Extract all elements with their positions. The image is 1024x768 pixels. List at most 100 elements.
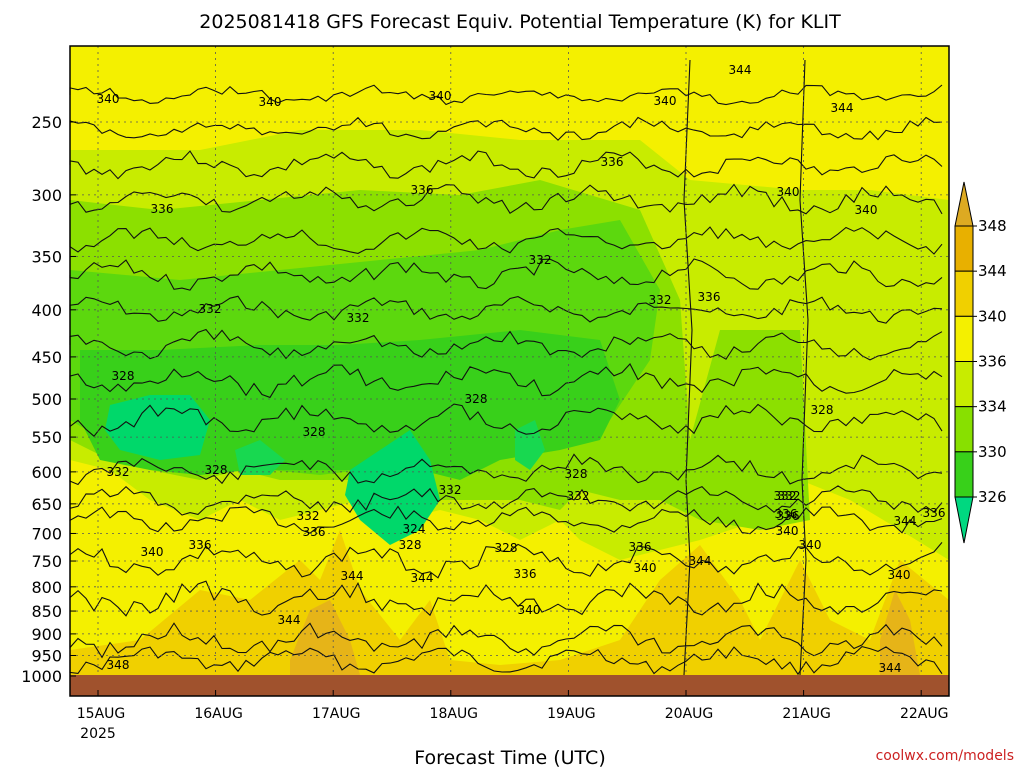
x-tick-label: 19AUG xyxy=(547,706,596,722)
contour-label: 344 xyxy=(411,571,434,585)
y-tick-label: 800 xyxy=(31,578,62,597)
y-tick-label: 550 xyxy=(31,428,62,447)
contour-label: 340 xyxy=(888,568,911,582)
contour-label: 340 xyxy=(634,561,657,575)
contour-label: 340 xyxy=(776,524,799,538)
contour-label: 344 xyxy=(831,101,854,115)
contour-label: 340 xyxy=(518,603,541,617)
contour-line xyxy=(69,542,943,579)
contour-label: 336 xyxy=(303,525,326,539)
y-tick-label: 600 xyxy=(31,463,62,482)
contour-line xyxy=(69,258,943,291)
contour-label: 328 xyxy=(205,463,228,477)
contour-label: 336 xyxy=(629,540,652,554)
core-328 xyxy=(105,395,210,460)
x-tick-label: 20AUG xyxy=(665,706,714,722)
colorbar-tick-label: 326 xyxy=(978,488,1007,506)
plot-area: 340 340 340 3403443443363363363403403323323… xyxy=(69,45,950,697)
contour-label: 344 xyxy=(729,63,752,77)
contour-line xyxy=(69,453,943,486)
colorbar-top-arrow xyxy=(954,181,974,227)
contour-label: 328 xyxy=(465,392,488,406)
x-year-label: 2025 xyxy=(80,726,116,742)
contour-line xyxy=(69,183,943,215)
contour-labels: 340 340 340 3403443443363363363403403323323… xyxy=(97,63,946,675)
contour-label: 336 xyxy=(514,567,537,581)
contour-label: 332 xyxy=(567,489,590,503)
contour-label: 332 xyxy=(774,489,797,503)
x-tick-label: 17AUG xyxy=(312,706,361,722)
y-tick-label: 950 xyxy=(31,647,62,666)
contour-label: 336 xyxy=(777,509,800,523)
y-tick-label: 450 xyxy=(31,348,62,367)
contour-label: 332 xyxy=(107,465,130,479)
contour-line xyxy=(69,403,943,437)
equiv-potential-temperature-field xyxy=(70,130,949,675)
x-tick-label: 21AUG xyxy=(782,706,831,722)
contour-label: 344 xyxy=(341,569,364,583)
contour-label: 332 xyxy=(439,483,462,497)
x-tick-label: 18AUG xyxy=(430,706,479,722)
warm-band-348 xyxy=(880,590,920,675)
warm-band-348 xyxy=(290,600,360,675)
x-axis: 15AUG 16AUG 17AUG 18AUG 19AUG 20AUG 21AUG 22AUG xyxy=(77,690,949,722)
contour-lines xyxy=(69,59,943,676)
gridlines xyxy=(70,46,949,696)
contour-label: 340 xyxy=(654,94,677,108)
contour-label: 336 xyxy=(923,506,946,520)
y-tick-label: 650 xyxy=(31,495,62,514)
contour-label: 332 xyxy=(297,509,320,523)
contour-line xyxy=(69,328,943,361)
colorbar-segment xyxy=(954,225,974,272)
contour-line xyxy=(683,59,693,676)
contour-line xyxy=(799,59,809,676)
contour-label: 332 xyxy=(649,293,672,307)
y-tick-label: 500 xyxy=(31,390,62,409)
contour-label: 340 xyxy=(855,203,878,217)
contour-line xyxy=(69,363,943,399)
contour-line xyxy=(69,580,943,617)
chart-title: 2025081418 GFS Forecast Equiv. Potential… xyxy=(199,11,841,33)
colorbar-tick-label: 330 xyxy=(978,443,1007,461)
contour-line xyxy=(69,505,943,535)
x-tick-label: 22AUG xyxy=(900,706,949,722)
y-tick-label: 1000 xyxy=(21,667,62,686)
contour-label: 332 xyxy=(529,253,552,267)
colorbar-segment xyxy=(954,315,974,363)
contour-label: 328 xyxy=(399,538,422,552)
contour-label: 344 xyxy=(894,514,917,528)
colorbar-bottom-arrow xyxy=(954,496,974,544)
contour-line xyxy=(69,84,943,106)
contour-line xyxy=(69,622,943,659)
x-axis-label: Forecast Time (UTC) xyxy=(414,747,605,768)
y-tick-label: 850 xyxy=(31,602,62,621)
contour-label: 336 xyxy=(601,155,624,169)
band-330 xyxy=(80,330,620,480)
colorbar-segment xyxy=(954,361,974,408)
y-tick-label: 700 xyxy=(31,524,62,543)
contour-label: 340 xyxy=(777,185,800,199)
contour-label: 344 xyxy=(689,554,712,568)
y-tick-label: 350 xyxy=(31,247,62,266)
contour-line xyxy=(69,116,943,141)
contour-label: 340 xyxy=(97,92,120,106)
colorbar-tick-label: 340 xyxy=(978,307,1007,325)
colorbar-segment xyxy=(954,406,974,453)
contour-label: 340 xyxy=(799,538,822,552)
contour-label: 340 xyxy=(259,95,282,109)
contour-label: 336 xyxy=(151,202,174,216)
contour-label: 332 xyxy=(347,311,370,325)
contour-label: 328 xyxy=(811,403,834,417)
contour-label: 344 xyxy=(278,613,301,627)
y-tick-label: 750 xyxy=(31,552,62,571)
plot-frame xyxy=(69,45,950,697)
y-tick-label: 900 xyxy=(31,625,62,644)
contour-label: 328 xyxy=(565,467,588,481)
contour-label: 328 xyxy=(112,369,135,383)
y-tick-label: 400 xyxy=(31,301,62,320)
contour-line xyxy=(69,645,943,676)
colorbar-segment xyxy=(954,270,974,317)
x-tick-label: 16AUG xyxy=(194,706,243,722)
credit-text: coolwx.com/models xyxy=(876,748,1014,764)
